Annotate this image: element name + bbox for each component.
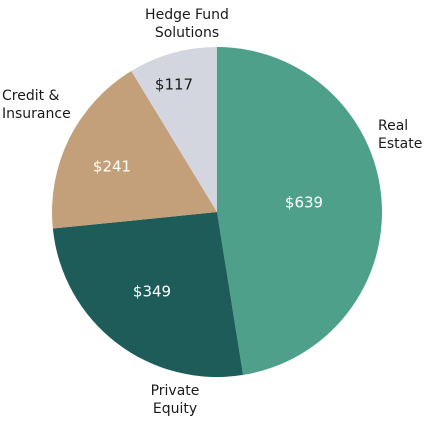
- category-label: Private Equity: [151, 383, 200, 417]
- category-label-line: Estate: [378, 136, 422, 152]
- category-label: Hedge Fund Solutions: [145, 7, 229, 41]
- pie-slice: [52, 71, 218, 229]
- pie-slice: [52, 212, 244, 377]
- value-label: $349: [133, 283, 171, 301]
- category-label-line: Credit &: [2, 88, 60, 104]
- category-label-line: Real: [378, 118, 408, 134]
- value-label: $639: [285, 194, 323, 212]
- value-label: $117: [155, 76, 193, 94]
- value-label: $241: [93, 158, 131, 176]
- category-label-line: Insurance: [2, 106, 71, 122]
- category-label: Real Estate: [378, 118, 422, 152]
- pie-slice: [217, 47, 382, 375]
- pie-slice: [131, 47, 217, 212]
- category-label-line: Equity: [153, 401, 197, 417]
- category-label-line: Private: [151, 383, 200, 399]
- category-label: Credit & Insurance: [2, 88, 71, 122]
- category-label-line: Solutions: [155, 25, 219, 41]
- category-label-line: Hedge Fund: [145, 7, 229, 23]
